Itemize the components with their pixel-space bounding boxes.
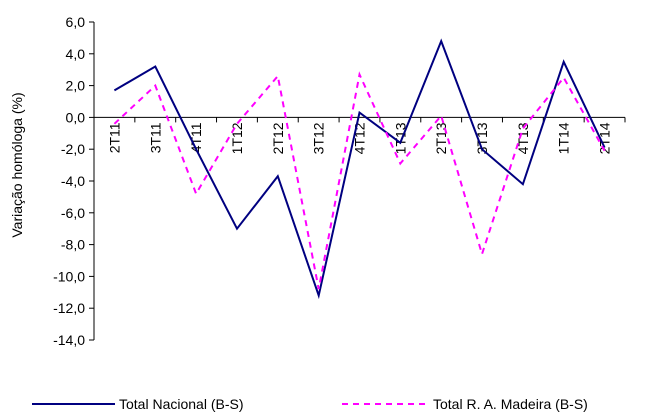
axes [93, 22, 625, 340]
y-tick-label: 2,0 [66, 78, 86, 94]
legend-label: Total Nacional (B-S) [119, 396, 244, 412]
y-axis-ticks: 6,0 4,0 2,0 0,0 -2,0 -4,0 -6,0 -8,0 -10,0 -12,0 -1… [53, 14, 94, 348]
x-tick-label: 2T11 [106, 122, 122, 153]
series-line-total-nacional [113, 38, 606, 300]
y-axis-label: Variação homóloga (%) [9, 92, 25, 237]
x-tick-label: 4T11 [188, 122, 204, 153]
x-tick-label: 3T13 [474, 122, 490, 154]
x-tick-label: 2T12 [270, 122, 286, 154]
x-tick-label: 3T12 [311, 122, 327, 154]
x-tick-label: 2T14 [597, 122, 613, 154]
legend-label: Total R. A. Madeira (B-S) [433, 396, 588, 412]
x-tick-label: 1T14 [556, 122, 572, 154]
y-tick-label: -2,0 [61, 141, 85, 157]
x-tick-label: 3T11 [147, 122, 163, 153]
legend: Total Nacional (B-S) Total R. A. Madeira … [32, 396, 588, 412]
y-tick-label: -10,0 [53, 268, 85, 284]
series-lines [113, 38, 606, 300]
y-tick-label: -8,0 [61, 237, 85, 253]
y-tick-label: 6,0 [66, 14, 86, 30]
y-tick-label: -6,0 [61, 205, 85, 221]
series-line-total-madeira [113, 71, 606, 290]
x-tick-label: 4T13 [515, 122, 531, 154]
y-tick-label: 4,0 [66, 46, 86, 62]
x-tick-label: 2T13 [433, 122, 449, 154]
y-tick-label: -12,0 [53, 300, 85, 316]
x-axis-ticks: 2T11 3T11 4T11 1T12 2T12 3T12 4T12 1T13 2T13 3T13… [93, 117, 626, 154]
y-tick-label: -4,0 [61, 173, 85, 189]
x-tick-label: 1T12 [229, 122, 245, 154]
y-tick-label: -14,0 [53, 332, 85, 348]
y-tick-label: 0,0 [66, 109, 86, 125]
